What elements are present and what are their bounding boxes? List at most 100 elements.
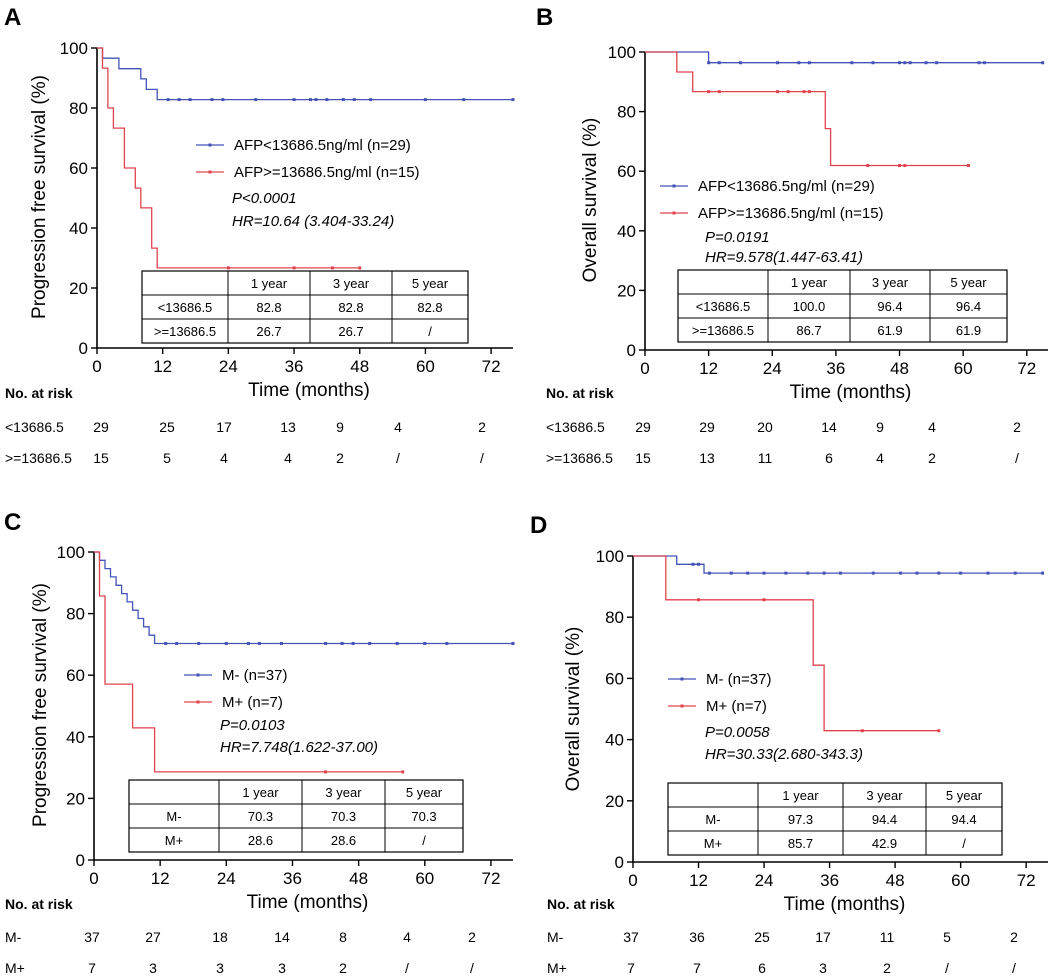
panel-c-series-red-line bbox=[94, 551, 403, 773]
panel-b-table-border bbox=[677, 269, 1008, 343]
panel-b-hazard-ratio: HR=9.578(1.447-63.41) bbox=[705, 249, 863, 266]
panel-a-p-value: P<0.0001 bbox=[232, 190, 297, 207]
panel-d-censor-mark-red bbox=[937, 729, 941, 733]
panel-b-censor-mark-blue bbox=[924, 61, 928, 65]
panel-a-table-header-cell: 3 year bbox=[333, 276, 370, 291]
panel-d-legend-marker-blue bbox=[680, 677, 684, 681]
panel-b-censor-mark-red bbox=[898, 164, 902, 168]
panel-a-risk-value: 17 bbox=[216, 419, 232, 435]
panel-a-ytick-label: 60 bbox=[69, 159, 88, 178]
panel-b-p-value: P=0.0191 bbox=[705, 229, 770, 246]
panel-d-censor-mark-red bbox=[860, 729, 864, 733]
panel-c-risk-value: 37 bbox=[84, 929, 100, 945]
panel-a-x-title: Time (months) bbox=[248, 380, 370, 401]
panel-b-table-cell: 100.0 bbox=[793, 299, 826, 314]
panel-d-ytick-label: 100 bbox=[596, 547, 624, 566]
panel-d-risk-value: / bbox=[945, 960, 949, 976]
panel-c-y-title: Progression free survival (%) bbox=[30, 583, 51, 827]
panel-b-risk-value: 14 bbox=[821, 419, 837, 435]
panel-b-censor-mark-red bbox=[717, 90, 721, 94]
panel-c-risk-value: 4 bbox=[403, 929, 411, 945]
panel-c-xtick-label: 60 bbox=[415, 869, 434, 888]
panel-c-ytick-label: 60 bbox=[66, 666, 85, 685]
panel-c-censor-mark-blue bbox=[279, 641, 283, 645]
panel-c-hazard-ratio: HR=7.748(1.622-37.00) bbox=[220, 739, 378, 756]
panel-b-censor-mark-red bbox=[807, 90, 811, 94]
panel-b-table-cell: 96.4 bbox=[956, 299, 981, 314]
panel-c-p-value: P=0.0103 bbox=[220, 717, 285, 734]
panel-b-table-header-cell: 1 year bbox=[791, 275, 828, 290]
panel-c-risk-value: 8 bbox=[339, 929, 347, 945]
panel-b-series-red-line bbox=[645, 51, 969, 167]
panel-b-censor-mark-blue bbox=[776, 61, 780, 65]
panel-c-risk-row-label: M+ bbox=[5, 960, 25, 976]
panel-a-censor-mark-blue bbox=[166, 98, 170, 102]
panel-b-xtick-label: 12 bbox=[699, 359, 718, 378]
panel-a-legend-label-red: AFP>=13686.5ng/ml (n=15) bbox=[234, 164, 420, 181]
panel-a-risk-value: / bbox=[480, 450, 484, 466]
panel-b-legend-marker-blue bbox=[672, 184, 676, 188]
panel-c-risk-value: 2 bbox=[468, 929, 476, 945]
panel-d-censor-mark-blue bbox=[986, 571, 990, 575]
panel-b-censor-mark-red bbox=[802, 90, 806, 94]
panel-b-censor-mark-red bbox=[903, 164, 907, 168]
panel-d-censor-mark-blue bbox=[959, 571, 963, 575]
panel-a-censor-mark-blue bbox=[221, 98, 225, 102]
panel-b-risk-value: 20 bbox=[757, 419, 773, 435]
panel-a-censor-mark-blue bbox=[210, 98, 214, 102]
panel-a-table-cell: / bbox=[428, 324, 432, 339]
panel-c-table-cell: 28.6 bbox=[248, 833, 273, 848]
panel-a-legend-marker-blue bbox=[208, 143, 212, 147]
panel-c-censor-mark-blue bbox=[423, 641, 427, 645]
panel-a-ytick-label: 0 bbox=[79, 339, 88, 358]
panel-d-censor-mark-blue bbox=[899, 571, 903, 575]
panel-c-censor-mark-blue bbox=[197, 641, 201, 645]
panel-d-x-title: Time (months) bbox=[784, 894, 906, 915]
panel-c-xtick-label: 48 bbox=[349, 869, 368, 888]
panel-b-xtick-label: 36 bbox=[826, 359, 845, 378]
panel-b-censor-mark-blue bbox=[935, 61, 939, 65]
panel-d-ytick-label: 20 bbox=[605, 792, 624, 811]
panel-c-censor-mark-blue bbox=[246, 641, 250, 645]
panel-d-table-cell: / bbox=[962, 836, 966, 851]
panel-b-censor-mark-blue bbox=[903, 61, 907, 65]
panel-c-risk-value: 3 bbox=[278, 960, 286, 976]
panel-a-censor-mark-blue bbox=[308, 98, 312, 102]
panel-c-risk-row-label: M- bbox=[5, 929, 22, 945]
panel-a-table-border bbox=[141, 270, 469, 344]
panel-d-table-border bbox=[667, 782, 1003, 856]
panel-a-table-header-cell: 5 year bbox=[412, 276, 449, 291]
panel-a-censor-mark-blue bbox=[341, 98, 345, 102]
panel-a-risk-row-label: <13686.5 bbox=[5, 419, 64, 435]
panel-d-risk-value: 17 bbox=[815, 929, 831, 945]
panel-d-legend-label-red: M+ (n=7) bbox=[706, 698, 767, 715]
panel-b-table-header-cell: 5 year bbox=[950, 275, 987, 290]
panel-b-censor-mark-blue bbox=[982, 61, 986, 65]
panel-d-risk-value: / bbox=[1012, 960, 1016, 976]
panel-a-censor-mark-blue bbox=[177, 98, 181, 102]
panel-c-risk-value: 7 bbox=[88, 960, 96, 976]
panel-b-ytick-label: 20 bbox=[617, 281, 636, 300]
panel-d-xtick-label: 60 bbox=[951, 871, 970, 890]
panel-b-legend-label-blue: AFP<13686.5ng/ml (n=29) bbox=[698, 178, 875, 195]
panel-b-xtick-label: 72 bbox=[1017, 359, 1036, 378]
panel-d-risk-value: 2 bbox=[1010, 929, 1018, 945]
panel-c-table-cell: M+ bbox=[165, 833, 183, 848]
panel-d-risk-value: 6 bbox=[758, 960, 766, 976]
panel-c-xtick-label: 24 bbox=[217, 869, 236, 888]
panel-b-risk-value: 13 bbox=[699, 450, 715, 466]
panel-c-table-cell: M- bbox=[166, 809, 181, 824]
panel-b-ytick-label: 80 bbox=[617, 103, 636, 122]
panel-b-censor-mark-blue bbox=[717, 61, 721, 65]
panel-b-censor-mark-blue bbox=[908, 61, 912, 65]
panel-d-censor-mark-blue bbox=[937, 571, 941, 575]
panel-d-risk-value: 7 bbox=[627, 960, 635, 976]
panel-a-risk-value: 2 bbox=[478, 419, 486, 435]
panel-d-xtick-label: 72 bbox=[1017, 871, 1036, 890]
panel-c-risk-value: 3 bbox=[149, 960, 157, 976]
panel-a-censor-mark-blue bbox=[369, 98, 373, 102]
panel-a-xtick-label: 72 bbox=[482, 357, 501, 376]
panel-a-risk-value: 4 bbox=[284, 450, 292, 466]
